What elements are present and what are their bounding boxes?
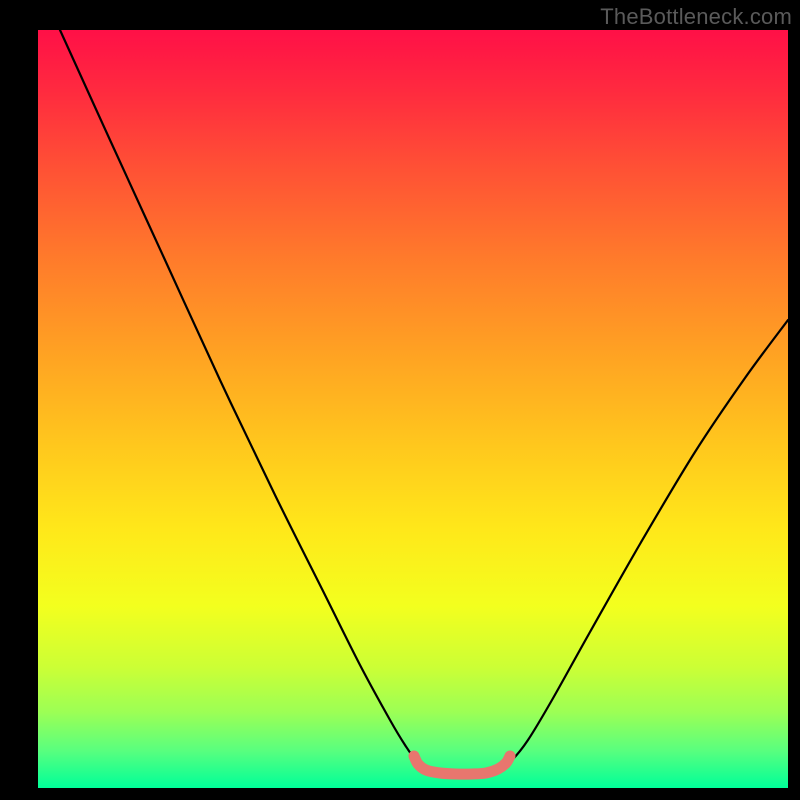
watermark-text: TheBottleneck.com: [600, 4, 792, 30]
chart-stage: TheBottleneck.com: [0, 0, 800, 800]
chart-svg: [0, 0, 800, 800]
plot-background: [38, 30, 788, 788]
